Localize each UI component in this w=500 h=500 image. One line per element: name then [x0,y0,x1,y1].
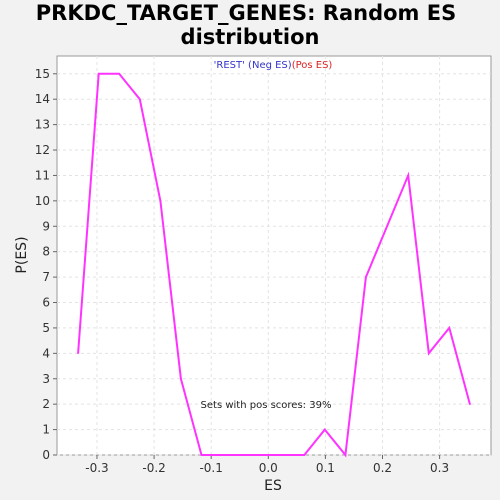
x-tick-label: 0.2 [373,461,392,475]
x-axis-label: ES [264,478,282,494]
grid [57,56,491,456]
y-tick-label: 11 [35,168,50,182]
y-tick-label: 4 [42,346,50,360]
x-tick-label: 0.1 [316,461,335,475]
chart-title-line1: PRKDC_TARGET_GENES: Random ES [36,1,456,25]
data-point [97,73,100,75]
data-point [221,454,223,456]
data-point [469,403,471,406]
pos-scores-annotation: Sets with pos scores: 39% [201,400,332,411]
y-tick-label: 9 [42,219,50,233]
y-tick-label: 2 [42,397,50,411]
data-point [262,454,264,456]
data-point [365,276,367,278]
data-point [324,428,326,431]
x-tick-label: -0.1 [199,461,222,475]
y-tick-label: 8 [42,245,50,259]
y-tick-label: 13 [35,118,50,132]
y-tick-label: 6 [42,296,50,310]
y-tick-label: 0 [42,448,50,462]
legend-pos-label: (Pos ES) [292,60,333,71]
y-tick-label: 5 [42,321,50,335]
y-tick-label: 3 [42,372,50,386]
data-point [344,454,347,456]
data-point [200,454,203,456]
legend-neg-label: 'REST' (Neg ES) [214,60,292,71]
legend: 'REST' (Neg ES)(Pos ES) [214,60,333,71]
chart-title-line2: distribution [181,25,320,49]
data-point [282,454,285,456]
y-tick-label: 7 [42,270,50,284]
y-tick-label: 12 [35,143,50,157]
y-axis-label: P(ES) [14,236,30,273]
x-tick-label: 0.3 [430,461,449,475]
series-points [77,73,471,456]
y-tick-label: 1 [42,423,50,437]
y-tick-label: 14 [35,92,50,106]
y-tick-label: 15 [35,67,50,81]
data-point [241,454,244,456]
data-point [159,200,162,202]
data-point [407,174,410,177]
data-point [448,327,451,329]
data-point [428,352,430,355]
plot-area [56,55,492,456]
y-tick-label: 10 [35,194,50,208]
x-tick-label: -0.3 [85,461,108,475]
x-tick-label: -0.2 [142,461,165,475]
data-point [303,454,306,456]
data-point [139,98,141,100]
data-point [180,378,182,380]
data-point [77,352,79,355]
x-axis: -0.3 -0.2 -0.1 0.0 0.1 0.2 0.3 [85,455,449,475]
data-point [118,73,120,75]
x-tick-label: 0.0 [259,461,278,475]
